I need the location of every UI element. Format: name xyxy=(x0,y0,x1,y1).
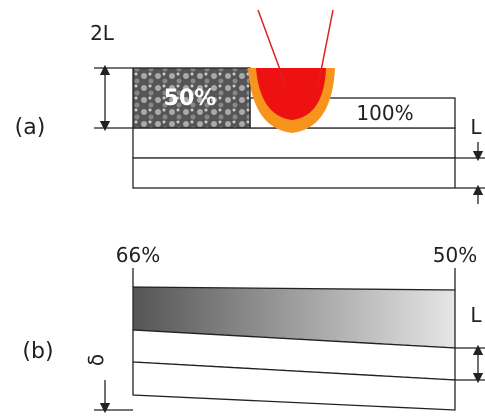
offset-label: δ xyxy=(84,354,108,366)
panel-label: (a) xyxy=(15,115,46,140)
layer-thickness-label: L xyxy=(470,115,482,139)
right-label: 50% xyxy=(433,243,477,267)
left-label: 66% xyxy=(116,243,160,267)
diagram: 50% 100% 2L (a) L 66% 50% L (b) δ xyxy=(0,0,485,416)
panel-label: (b) xyxy=(22,339,53,364)
panel-a: 50% 100% 2L (a) L xyxy=(15,10,485,204)
layer-thickness-label: L xyxy=(470,303,482,327)
panel-b: 66% 50% L (b) δ xyxy=(22,243,485,410)
powder-label: 50% xyxy=(164,86,217,111)
layer-label: 100% xyxy=(356,101,413,125)
thickness-label: 2L xyxy=(90,21,115,45)
layer xyxy=(133,158,455,188)
